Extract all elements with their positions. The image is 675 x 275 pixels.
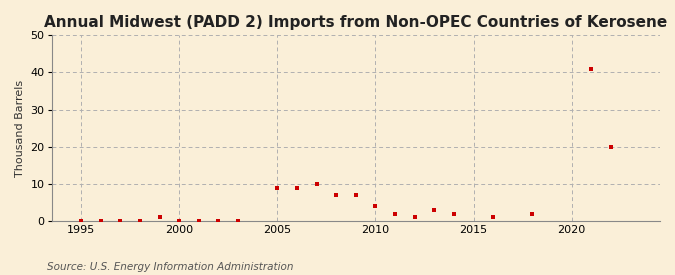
Point bbox=[173, 219, 184, 223]
Point bbox=[429, 208, 439, 212]
Y-axis label: Thousand Barrels: Thousand Barrels bbox=[15, 80, 25, 177]
Point bbox=[213, 219, 224, 223]
Point bbox=[449, 211, 460, 216]
Point bbox=[292, 185, 302, 190]
Point bbox=[95, 219, 106, 223]
Point bbox=[154, 215, 165, 219]
Point bbox=[76, 219, 86, 223]
Point bbox=[527, 211, 538, 216]
Point bbox=[409, 215, 420, 219]
Point bbox=[134, 219, 145, 223]
Point bbox=[488, 215, 499, 219]
Point bbox=[389, 211, 400, 216]
Point bbox=[331, 193, 342, 197]
Point bbox=[311, 182, 322, 186]
Point bbox=[605, 145, 616, 149]
Point bbox=[586, 67, 597, 71]
Point bbox=[370, 204, 381, 208]
Point bbox=[115, 219, 126, 223]
Point bbox=[272, 185, 283, 190]
Title: Annual Midwest (PADD 2) Imports from Non-OPEC Countries of Kerosene: Annual Midwest (PADD 2) Imports from Non… bbox=[44, 15, 668, 30]
Point bbox=[194, 219, 205, 223]
Point bbox=[350, 193, 361, 197]
Text: Source: U.S. Energy Information Administration: Source: U.S. Energy Information Administ… bbox=[47, 262, 294, 272]
Point bbox=[233, 219, 244, 223]
